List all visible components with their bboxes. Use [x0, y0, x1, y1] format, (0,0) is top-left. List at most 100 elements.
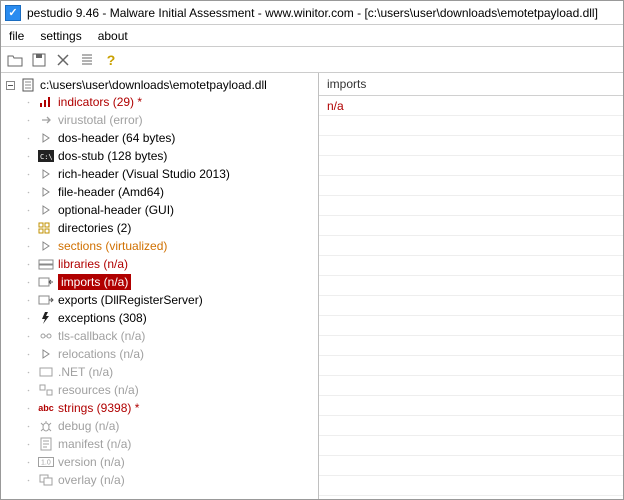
list-icon[interactable] [79, 52, 95, 68]
help-icon[interactable]: ? [103, 52, 119, 68]
tree-item[interactable]: overlay (n/a) [19, 471, 318, 489]
tree-item[interactable]: optional-header (GUI) [19, 201, 318, 219]
detail-value: n/a [319, 96, 623, 116]
caret-icon [38, 203, 54, 217]
tree-connector-icon [23, 169, 34, 180]
table-row [319, 336, 623, 356]
tree-item-label: tls-callback (n/a) [58, 329, 145, 343]
tree-item-label: dos-header (64 bytes) [58, 131, 175, 145]
tree-connector-icon [23, 457, 34, 468]
tree-item[interactable]: tls-callback (n/a) [19, 327, 318, 345]
tree-connector-icon [23, 115, 34, 126]
menu-about[interactable]: about [98, 29, 128, 43]
tree-item-label: version (n/a) [58, 455, 125, 469]
open-icon[interactable] [7, 52, 23, 68]
console-icon: C:\ [38, 149, 54, 163]
caret-icon [38, 185, 54, 199]
tree-item-label: imports (n/a) [58, 274, 131, 290]
menu-settings[interactable]: settings [40, 29, 81, 43]
tree-item[interactable]: relocations (n/a) [19, 345, 318, 363]
tree-item[interactable]: .NET (n/a) [19, 363, 318, 381]
tree-connector-icon [23, 421, 34, 432]
tree-item-label: manifest (n/a) [58, 437, 131, 451]
tree-connector-icon [23, 205, 34, 216]
tree-item[interactable]: indicators (29) [19, 93, 318, 111]
table-row [319, 416, 623, 436]
app-icon: ✓ [5, 5, 21, 21]
tree-item[interactable]: debug (n/a) [19, 417, 318, 435]
detail-pane: imports n/a [319, 73, 623, 499]
tree-root-label: c:\users\user\downloads\emotetpayload.dl… [40, 78, 267, 92]
tree-connector-icon [23, 367, 34, 378]
tree-item[interactable]: virustotal (error) [19, 111, 318, 129]
table-row [319, 456, 623, 476]
tree-item[interactable]: sections (virtualized) [19, 237, 318, 255]
table-row [319, 296, 623, 316]
lib-icon [38, 257, 54, 271]
tree-root[interactable]: c:\users\user\downloads\emotetpayload.dl… [1, 77, 318, 93]
tls-icon [38, 329, 54, 343]
tree-item[interactable]: C:\dos-stub (128 bytes) [19, 147, 318, 165]
tree-item[interactable]: rich-header (Visual Studio 2013) [19, 165, 318, 183]
table-row [319, 436, 623, 456]
tree-connector-icon [23, 133, 34, 144]
content-area: c:\users\user\downloads\emotetpayload.dl… [1, 73, 623, 499]
tree-item[interactable]: abcstrings (9398) [19, 399, 318, 417]
tree-item-label: exports (DllRegisterServer) [58, 293, 203, 307]
tree-connector-icon [23, 313, 34, 324]
menubar: file settings about [1, 25, 623, 47]
tree-item-label: overlay (n/a) [58, 473, 125, 487]
tree-connector-icon [23, 187, 34, 198]
table-row [319, 316, 623, 336]
toolbar: ? [1, 47, 623, 73]
tree-item[interactable]: exceptions (308) [19, 309, 318, 327]
caret-icon [38, 347, 54, 361]
tree-item-label: exceptions (308) [58, 311, 147, 325]
tree-connector-icon [23, 403, 34, 414]
tree-item-label: sections (virtualized) [58, 239, 167, 253]
table-row [319, 216, 623, 236]
tree-item-label: debug (n/a) [58, 419, 119, 433]
table-row [319, 396, 623, 416]
tree-item[interactable]: dos-header (64 bytes) [19, 129, 318, 147]
tree-connector-icon [23, 151, 34, 162]
tree-item[interactable]: exports (DllRegisterServer) [19, 291, 318, 309]
abc-icon: abc [38, 401, 54, 415]
ovl-icon [38, 473, 54, 487]
tree-item-label: resources (n/a) [58, 383, 139, 397]
bug-icon [38, 419, 54, 433]
exc-icon [38, 311, 54, 325]
tree-item[interactable]: 1.0version (n/a) [19, 453, 318, 471]
table-row [319, 256, 623, 276]
tree-pane: c:\users\user\downloads\emotetpayload.dl… [1, 73, 319, 499]
tree-item[interactable]: file-header (Amd64) [19, 183, 318, 201]
tree-item-label: relocations (n/a) [58, 347, 144, 361]
tree-item[interactable]: imports (n/a) [19, 273, 318, 291]
tree-connector-icon [23, 241, 34, 252]
arrow-icon [38, 113, 54, 127]
tree-items: indicators (29) virustotal (error) dos-hea… [1, 93, 318, 489]
man-icon [38, 437, 54, 451]
delete-icon[interactable] [55, 52, 71, 68]
save-icon[interactable] [31, 52, 47, 68]
detail-header: imports [319, 73, 623, 96]
tree-item[interactable]: libraries (n/a) [19, 255, 318, 273]
table-row [319, 356, 623, 376]
svg-text:C:\: C:\ [40, 153, 53, 161]
tree-item[interactable]: directories (2) [19, 219, 318, 237]
tree-connector-icon [23, 385, 34, 396]
tree-item[interactable]: resources (n/a) [19, 381, 318, 399]
file-icon [20, 78, 36, 92]
menu-file[interactable]: file [9, 29, 24, 43]
tree-item[interactable]: manifest (n/a) [19, 435, 318, 453]
tree-connector-icon [23, 439, 34, 450]
net-icon [38, 365, 54, 379]
tree-connector-icon [23, 223, 34, 234]
tree-connector-icon [23, 331, 34, 342]
table-row [319, 236, 623, 256]
tree-item-label: virustotal (error) [58, 113, 143, 127]
tree-item-label: file-header (Amd64) [58, 185, 164, 199]
caret-icon [38, 239, 54, 253]
collapse-icon[interactable] [5, 80, 16, 91]
res-icon [38, 383, 54, 397]
